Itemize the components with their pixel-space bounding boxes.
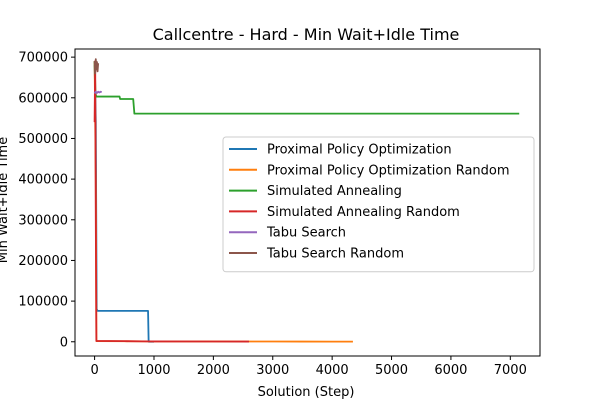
y-tick-label: 500000 [18, 132, 68, 147]
legend-label-6: Tabu Search Random [266, 247, 404, 262]
x-tick-label: 7000 [494, 363, 527, 378]
x-tick-label: 1000 [137, 363, 170, 378]
y-tick-label: 100000 [18, 295, 68, 310]
y-tick-label: 600000 [18, 91, 68, 106]
plot-frame [74, 48, 541, 357]
x-tick-label: 4000 [316, 363, 349, 378]
x-tick-label: 2000 [197, 363, 230, 378]
legend-box [222, 136, 535, 273]
plot-area [93, 58, 520, 343]
y-axis-title: Min Wait+Idle Time [0, 137, 11, 263]
x-tick-label: 3000 [256, 363, 289, 378]
legend: Proximal Policy Optimization Proximal Pol… [222, 136, 535, 273]
x-tick-label: 6000 [434, 363, 467, 378]
x-tick-label: 5000 [375, 363, 408, 378]
legend-label-4: Simulated Annealing Random [267, 205, 460, 220]
y-tick-label: 300000 [18, 213, 68, 228]
x-axis-title: Solution (Step) [258, 385, 355, 400]
chart-title: Callcentre - Hard - Min Wait+Idle Time [153, 25, 460, 44]
series-line-3 [93, 61, 520, 115]
series-line-6 [93, 58, 100, 75]
y-tick-label: 700000 [18, 51, 68, 66]
y-tick-label: 400000 [18, 173, 68, 188]
x-tick-label: 0 [90, 363, 98, 378]
series-line-4 [93, 60, 250, 343]
legend-label-3: Simulated Annealing [267, 184, 402, 199]
series-line-5 [93, 90, 103, 94]
x-axis: 0 1000 2000 3000 4000 5000 6000 7000 [90, 356, 527, 378]
y-tick-label: 0 [60, 335, 68, 350]
legend-label-1: Proximal Policy Optimization [267, 143, 452, 158]
legend-label-5: Tabu Search [266, 226, 346, 241]
series-line-1 [93, 65, 154, 343]
legend-label-2: Proximal Policy Optimization Random [267, 163, 510, 178]
y-tick-label: 200000 [18, 254, 68, 269]
y-axis: 0 100000 200000 300000 400000 500000 600000 700… [18, 51, 75, 350]
